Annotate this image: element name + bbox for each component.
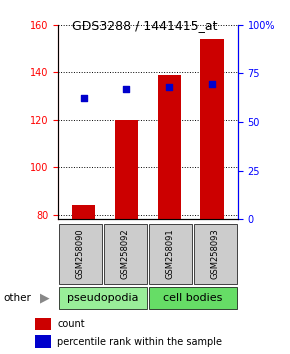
Text: cell bodies: cell bodies: [163, 293, 222, 303]
Bar: [149, 287, 237, 309]
Text: GSM258090: GSM258090: [76, 229, 85, 279]
Bar: [194, 224, 237, 284]
Point: [210, 81, 214, 87]
Text: ▶: ▶: [40, 291, 50, 304]
Point: [124, 86, 129, 92]
Text: other: other: [3, 293, 31, 303]
Bar: [35, 318, 51, 330]
Bar: [200, 39, 224, 219]
Bar: [149, 224, 192, 284]
Point: [167, 84, 172, 89]
Bar: [115, 120, 138, 219]
Text: percentile rank within the sample: percentile rank within the sample: [57, 337, 222, 347]
Text: count: count: [57, 319, 85, 329]
Bar: [72, 205, 95, 219]
Bar: [59, 287, 147, 309]
Text: pseudopodia: pseudopodia: [67, 293, 139, 303]
Bar: [157, 75, 181, 219]
Text: GDS3288 / 1441415_at: GDS3288 / 1441415_at: [72, 19, 218, 33]
Text: GSM258093: GSM258093: [211, 229, 220, 279]
Bar: [59, 224, 102, 284]
Bar: [35, 335, 51, 348]
Text: GSM258092: GSM258092: [121, 229, 130, 279]
Bar: [104, 224, 147, 284]
Point: [81, 96, 86, 101]
Text: GSM258091: GSM258091: [166, 229, 175, 279]
